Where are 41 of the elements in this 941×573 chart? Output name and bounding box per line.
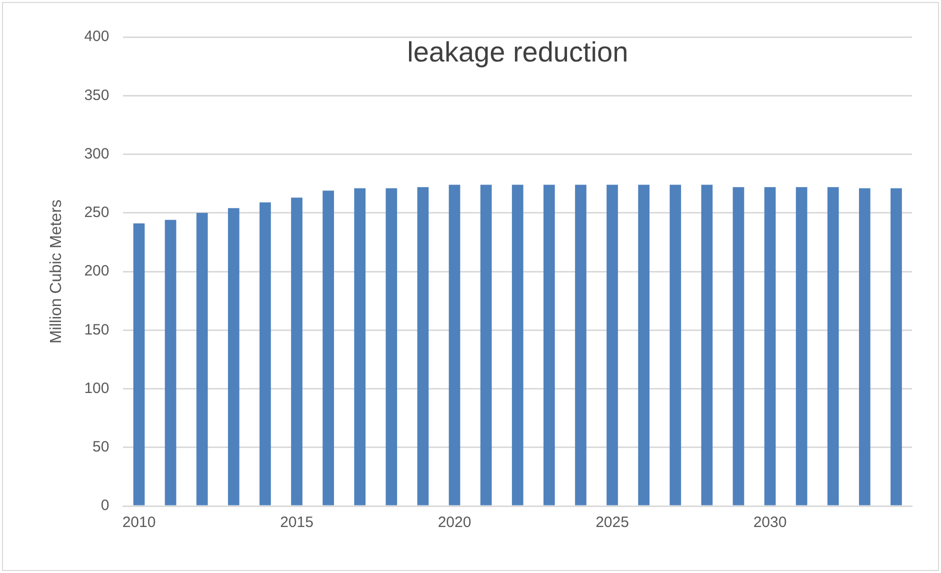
bar [890, 188, 902, 506]
bar [764, 187, 776, 506]
bar [701, 184, 713, 506]
y-tick-label: 200 [84, 262, 110, 280]
y-tick-label: 250 [84, 204, 110, 222]
bar [386, 188, 398, 506]
bar [417, 187, 429, 506]
bar [196, 212, 208, 506]
bar [858, 188, 870, 506]
bar [638, 184, 650, 506]
x-tick-label: 2020 [438, 514, 472, 532]
x-tick-label: 2030 [753, 514, 787, 532]
bar [448, 184, 460, 506]
bar [164, 220, 176, 506]
chart-title: leakage reduction [407, 36, 628, 68]
y-tick-label: 350 [84, 86, 110, 104]
y-axis-title: Million Cubic Meters [48, 199, 66, 344]
bar [354, 188, 366, 506]
y-tick-label: 400 [84, 28, 110, 46]
bar [543, 184, 555, 506]
y-tick-label: 50 [92, 438, 110, 456]
bar [606, 184, 618, 506]
bar [512, 184, 524, 506]
bar [827, 187, 839, 506]
bar [480, 184, 492, 506]
y-tick-label: 0 [100, 497, 110, 514]
x-tick-label: 2025 [596, 514, 629, 532]
x-tick-label: 2010 [122, 514, 156, 532]
bar [575, 184, 586, 506]
bar [133, 223, 145, 506]
y-tick-label: 300 [84, 145, 110, 162]
bar [796, 187, 808, 506]
bar [260, 202, 271, 506]
y-tick-label: 100 [84, 380, 110, 397]
bar [228, 208, 240, 506]
bar [732, 187, 744, 506]
y-tick-label: 150 [84, 321, 110, 338]
bar [322, 190, 334, 506]
x-tick-label: 2015 [280, 514, 314, 532]
bar [670, 184, 682, 506]
bar [291, 198, 302, 506]
